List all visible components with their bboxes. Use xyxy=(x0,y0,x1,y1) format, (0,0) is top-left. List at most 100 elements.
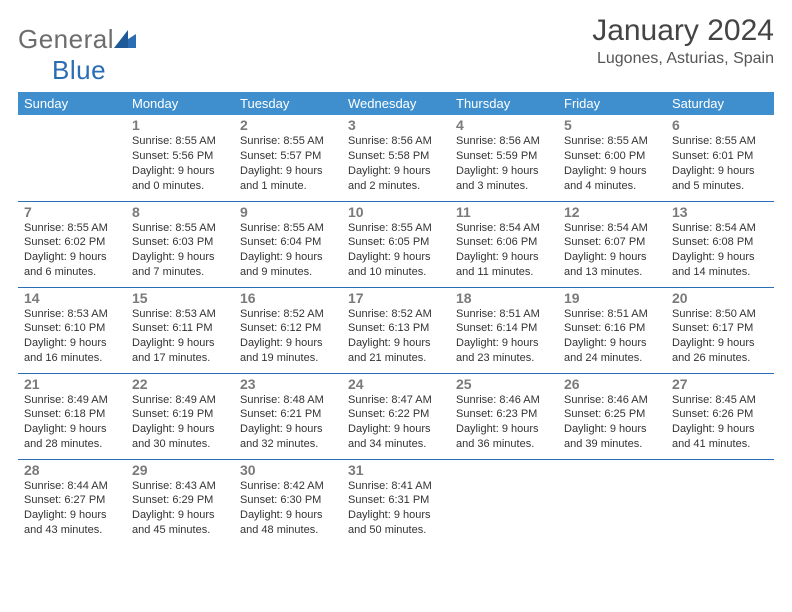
calendar-cell: 11Sunrise: 8:54 AMSunset: 6:06 PMDayligh… xyxy=(450,201,558,287)
day-info: Sunrise: 8:43 AMSunset: 6:29 PMDaylight:… xyxy=(132,479,228,538)
sunset-text: Sunset: 6:25 PM xyxy=(564,407,660,422)
calendar-cell: 23Sunrise: 8:48 AMSunset: 6:21 PMDayligh… xyxy=(234,373,342,459)
sunrise-text: Sunrise: 8:53 AM xyxy=(132,307,228,322)
calendar-cell xyxy=(666,459,774,545)
day-info: Sunrise: 8:55 AMSunset: 6:04 PMDaylight:… xyxy=(240,221,336,280)
daylight-text: Daylight: 9 hours and 9 minutes. xyxy=(240,250,336,280)
calendar-cell: 4Sunrise: 8:56 AMSunset: 5:59 PMDaylight… xyxy=(450,115,558,201)
day-info: Sunrise: 8:53 AMSunset: 6:11 PMDaylight:… xyxy=(132,307,228,366)
dayhead-thu: Thursday xyxy=(450,92,558,115)
day-info: Sunrise: 8:47 AMSunset: 6:22 PMDaylight:… xyxy=(348,393,444,452)
calendar-cell: 7Sunrise: 8:55 AMSunset: 6:02 PMDaylight… xyxy=(18,201,126,287)
sunset-text: Sunset: 6:29 PM xyxy=(132,493,228,508)
sunrise-text: Sunrise: 8:53 AM xyxy=(24,307,120,322)
day-info: Sunrise: 8:54 AMSunset: 6:08 PMDaylight:… xyxy=(672,221,768,280)
daylight-text: Daylight: 9 hours and 6 minutes. xyxy=(24,250,120,280)
daylight-text: Daylight: 9 hours and 45 minutes. xyxy=(132,508,228,538)
sunrise-text: Sunrise: 8:55 AM xyxy=(132,221,228,236)
sunset-text: Sunset: 6:06 PM xyxy=(456,235,552,250)
calendar-cell: 12Sunrise: 8:54 AMSunset: 6:07 PMDayligh… xyxy=(558,201,666,287)
dayhead-wed: Wednesday xyxy=(342,92,450,115)
sunset-text: Sunset: 6:22 PM xyxy=(348,407,444,422)
day-info: Sunrise: 8:52 AMSunset: 6:12 PMDaylight:… xyxy=(240,307,336,366)
daylight-text: Daylight: 9 hours and 24 minutes. xyxy=(564,336,660,366)
calendar-week: 14Sunrise: 8:53 AMSunset: 6:10 PMDayligh… xyxy=(18,287,774,373)
brand-part1: General xyxy=(18,24,114,54)
sunrise-text: Sunrise: 8:55 AM xyxy=(240,134,336,149)
day-number: 16 xyxy=(240,290,336,306)
calendar-week: 1Sunrise: 8:55 AMSunset: 5:56 PMDaylight… xyxy=(18,115,774,201)
sunrise-text: Sunrise: 8:47 AM xyxy=(348,393,444,408)
calendar-cell: 16Sunrise: 8:52 AMSunset: 6:12 PMDayligh… xyxy=(234,287,342,373)
brand-text: GeneralBlue xyxy=(18,24,136,86)
day-info: Sunrise: 8:51 AMSunset: 6:14 PMDaylight:… xyxy=(456,307,552,366)
dayhead-tue: Tuesday xyxy=(234,92,342,115)
page-title: January 2024 xyxy=(592,14,774,48)
day-number: 31 xyxy=(348,462,444,478)
day-info: Sunrise: 8:55 AMSunset: 6:00 PMDaylight:… xyxy=(564,134,660,193)
header-row: GeneralBlue January 2024 Lugones, Asturi… xyxy=(18,14,774,86)
daylight-text: Daylight: 9 hours and 1 minute. xyxy=(240,164,336,194)
day-number: 25 xyxy=(456,376,552,392)
sunset-text: Sunset: 6:23 PM xyxy=(456,407,552,422)
calendar-cell: 26Sunrise: 8:46 AMSunset: 6:25 PMDayligh… xyxy=(558,373,666,459)
day-number: 1 xyxy=(132,117,228,133)
calendar-head: Sunday Monday Tuesday Wednesday Thursday… xyxy=(18,92,774,115)
day-info: Sunrise: 8:54 AMSunset: 6:06 PMDaylight:… xyxy=(456,221,552,280)
daylight-text: Daylight: 9 hours and 34 minutes. xyxy=(348,422,444,452)
sunrise-text: Sunrise: 8:55 AM xyxy=(672,134,768,149)
sunrise-text: Sunrise: 8:54 AM xyxy=(456,221,552,236)
page-subtitle: Lugones, Asturias, Spain xyxy=(592,50,774,68)
calendar-cell: 22Sunrise: 8:49 AMSunset: 6:19 PMDayligh… xyxy=(126,373,234,459)
sunset-text: Sunset: 6:27 PM xyxy=(24,493,120,508)
calendar-cell xyxy=(558,459,666,545)
day-number: 30 xyxy=(240,462,336,478)
day-number: 3 xyxy=(348,117,444,133)
sunrise-text: Sunrise: 8:48 AM xyxy=(240,393,336,408)
sunrise-text: Sunrise: 8:54 AM xyxy=(672,221,768,236)
calendar-cell: 14Sunrise: 8:53 AMSunset: 6:10 PMDayligh… xyxy=(18,287,126,373)
sunset-text: Sunset: 5:56 PM xyxy=(132,149,228,164)
calendar-cell: 8Sunrise: 8:55 AMSunset: 6:03 PMDaylight… xyxy=(126,201,234,287)
day-info: Sunrise: 8:55 AMSunset: 6:03 PMDaylight:… xyxy=(132,221,228,280)
calendar-cell: 29Sunrise: 8:43 AMSunset: 6:29 PMDayligh… xyxy=(126,459,234,545)
sunset-text: Sunset: 6:07 PM xyxy=(564,235,660,250)
daylight-text: Daylight: 9 hours and 26 minutes. xyxy=(672,336,768,366)
sunset-text: Sunset: 6:08 PM xyxy=(672,235,768,250)
daylight-text: Daylight: 9 hours and 32 minutes. xyxy=(240,422,336,452)
sunrise-text: Sunrise: 8:50 AM xyxy=(672,307,768,322)
day-info: Sunrise: 8:55 AMSunset: 5:57 PMDaylight:… xyxy=(240,134,336,193)
calendar-cell: 21Sunrise: 8:49 AMSunset: 6:18 PMDayligh… xyxy=(18,373,126,459)
sunset-text: Sunset: 6:21 PM xyxy=(240,407,336,422)
calendar-cell xyxy=(450,459,558,545)
calendar-cell: 30Sunrise: 8:42 AMSunset: 6:30 PMDayligh… xyxy=(234,459,342,545)
sunset-text: Sunset: 5:58 PM xyxy=(348,149,444,164)
daylight-text: Daylight: 9 hours and 30 minutes. xyxy=(132,422,228,452)
day-number: 8 xyxy=(132,204,228,220)
daylight-text: Daylight: 9 hours and 16 minutes. xyxy=(24,336,120,366)
brand-mark-icon xyxy=(114,24,136,55)
calendar-cell: 3Sunrise: 8:56 AMSunset: 5:58 PMDaylight… xyxy=(342,115,450,201)
sunset-text: Sunset: 6:01 PM xyxy=(672,149,768,164)
day-info: Sunrise: 8:46 AMSunset: 6:23 PMDaylight:… xyxy=(456,393,552,452)
sunrise-text: Sunrise: 8:49 AM xyxy=(24,393,120,408)
day-info: Sunrise: 8:54 AMSunset: 6:07 PMDaylight:… xyxy=(564,221,660,280)
daylight-text: Daylight: 9 hours and 43 minutes. xyxy=(24,508,120,538)
day-number: 15 xyxy=(132,290,228,306)
day-number: 4 xyxy=(456,117,552,133)
day-info: Sunrise: 8:48 AMSunset: 6:21 PMDaylight:… xyxy=(240,393,336,452)
calendar-cell: 20Sunrise: 8:50 AMSunset: 6:17 PMDayligh… xyxy=(666,287,774,373)
day-number: 26 xyxy=(564,376,660,392)
day-number: 19 xyxy=(564,290,660,306)
calendar-body: 1Sunrise: 8:55 AMSunset: 5:56 PMDaylight… xyxy=(18,115,774,545)
title-block: January 2024 Lugones, Asturias, Spain xyxy=(592,14,774,68)
day-number: 13 xyxy=(672,204,768,220)
daylight-text: Daylight: 9 hours and 41 minutes. xyxy=(672,422,768,452)
daylight-text: Daylight: 9 hours and 50 minutes. xyxy=(348,508,444,538)
day-info: Sunrise: 8:51 AMSunset: 6:16 PMDaylight:… xyxy=(564,307,660,366)
daylight-text: Daylight: 9 hours and 17 minutes. xyxy=(132,336,228,366)
calendar-cell: 19Sunrise: 8:51 AMSunset: 6:16 PMDayligh… xyxy=(558,287,666,373)
sunset-text: Sunset: 5:59 PM xyxy=(456,149,552,164)
day-info: Sunrise: 8:45 AMSunset: 6:26 PMDaylight:… xyxy=(672,393,768,452)
day-info: Sunrise: 8:55 AMSunset: 5:56 PMDaylight:… xyxy=(132,134,228,193)
